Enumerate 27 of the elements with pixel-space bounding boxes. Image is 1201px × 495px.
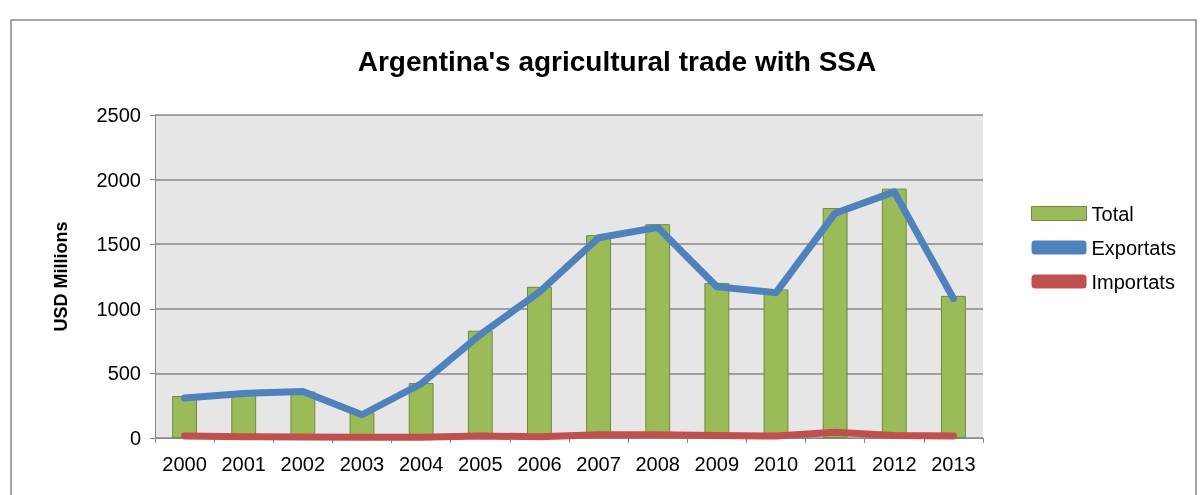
legend-label: Exportats: [1091, 236, 1176, 259]
y-tick-label: 1000: [96, 297, 141, 320]
x-tick-label: 2002: [280, 453, 326, 475]
chart-title: Argentina's agricultural trade with SSA: [357, 45, 877, 77]
x-tick-label: 2012: [872, 453, 917, 475]
x-tick-label: 2004: [398, 453, 444, 475]
bar: [822, 208, 848, 438]
x-tick-label: 2009: [694, 453, 740, 475]
y-axis-title: USD Millions: [51, 221, 71, 332]
legend-label: Importats: [1091, 270, 1175, 293]
y-tick-label: 500: [107, 362, 141, 385]
x-tick-label: 2003: [339, 453, 385, 475]
y-tick-label: 2500: [96, 104, 141, 126]
x-tick-label: 2005: [458, 453, 503, 475]
x-tick-label: 2007: [576, 453, 621, 475]
y-tick-label: 0: [129, 427, 141, 449]
x-tick-label: 2011: [813, 453, 857, 475]
bar: [941, 295, 966, 438]
x-tick-label: 2000: [162, 453, 207, 475]
x-tick-label: 2006: [517, 453, 562, 475]
x-tick-label: 2010: [753, 453, 799, 475]
x-tick-label: 2013: [931, 453, 976, 475]
legend-label: Total: [1091, 202, 1134, 225]
x-tick-label: 2001: [221, 453, 266, 475]
x-tick-label: 2008: [635, 453, 680, 475]
y-tick-label: 2000: [96, 168, 141, 191]
y-tick-label: 1500: [96, 233, 141, 256]
